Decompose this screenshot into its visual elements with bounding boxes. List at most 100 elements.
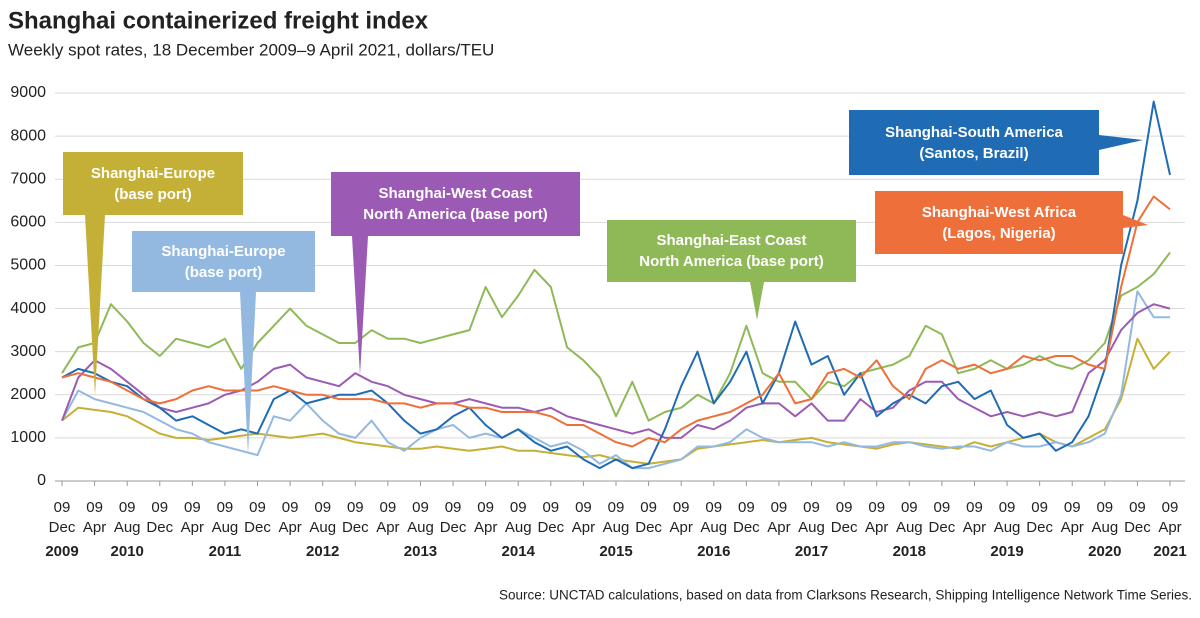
x-tick-day: 09: [282, 499, 299, 516]
x-year-label: 2014: [502, 543, 536, 560]
x-tick-label: Aug: [1091, 519, 1118, 536]
legend-callout: Shanghai-South America (Santos, Brazil): [849, 110, 1099, 175]
callout-pointer: [1099, 135, 1143, 150]
x-tick-label: Apr: [376, 519, 399, 536]
x-tick-day: 09: [1096, 499, 1113, 516]
x-tick-day: 09: [86, 499, 103, 516]
x-tick-label: Apr: [1061, 519, 1084, 536]
x-tick-label: Dec: [733, 519, 760, 536]
y-tick-label: 9000: [10, 84, 46, 101]
x-tick-label: Aug: [309, 519, 336, 536]
x-tick-day: 09: [1064, 499, 1081, 516]
x-tick-day: 09: [1162, 499, 1179, 516]
x-year-label: 2013: [404, 543, 437, 560]
x-tick-day: 09: [412, 499, 429, 516]
x-tick-day: 09: [249, 499, 266, 516]
x-tick-day: 09: [510, 499, 527, 516]
series-line: [61, 290, 1170, 470]
x-tick-label: Aug: [114, 519, 141, 536]
y-tick-label: 2000: [10, 386, 46, 403]
x-tick-day: 09: [477, 499, 494, 516]
legend-callout: Shanghai-East Coast North America (base …: [607, 220, 856, 282]
x-tick-day: 09: [184, 499, 201, 516]
x-tick-label: Dec: [1026, 519, 1053, 536]
x-tick-day: 09: [575, 499, 592, 516]
x-tick-label: Apr: [963, 519, 986, 536]
callout-pointer: [85, 215, 105, 395]
x-year-label: 2020: [1088, 543, 1121, 560]
x-tick-label: Apr: [1158, 519, 1181, 536]
y-tick-label: 3000: [10, 343, 46, 360]
legend-callout: Shanghai-West Africa (Lagos, Nigeria): [875, 191, 1123, 254]
y-tick-label: 7000: [10, 170, 46, 187]
x-tick-label: Apr: [181, 519, 204, 536]
x-tick-day: 09: [966, 499, 983, 516]
x-tick-day: 09: [901, 499, 918, 516]
legend-callout: Shanghai-Europe (base port): [132, 231, 315, 292]
callout-pointer: [240, 292, 256, 455]
x-year-label: 2015: [599, 543, 632, 560]
x-tick-day: 09: [771, 499, 788, 516]
x-tick-label: Aug: [407, 519, 434, 536]
x-year-label: 2021: [1153, 543, 1186, 560]
x-tick-label: Aug: [505, 519, 532, 536]
x-tick-label: Apr: [865, 519, 888, 536]
y-tick-label: 8000: [10, 127, 46, 144]
x-tick-day: 09: [1031, 499, 1048, 516]
legend-callout: Shanghai-Europe (base port): [63, 152, 243, 215]
x-year-label: 2009: [45, 543, 78, 560]
callout-pointer: [352, 236, 368, 375]
x-tick-day: 09: [380, 499, 397, 516]
x-year-label: 2016: [697, 543, 730, 560]
x-tick-label: Dec: [929, 519, 956, 536]
x-tick-label: Dec: [831, 519, 858, 536]
x-tick-label: Dec: [146, 519, 173, 536]
y-tick-label: 0: [37, 472, 46, 489]
x-tick-label: Dec: [537, 519, 564, 536]
x-tick-day: 09: [738, 499, 755, 516]
x-tick-label: Apr: [767, 519, 790, 536]
x-tick-label: Dec: [1124, 519, 1151, 536]
x-tick-label: Aug: [212, 519, 239, 536]
callout-pointer: [750, 282, 764, 320]
x-tick-day: 09: [314, 499, 331, 516]
x-tick-label: Aug: [603, 519, 630, 536]
x-tick-day: 09: [608, 499, 625, 516]
x-tick-label: Dec: [440, 519, 467, 536]
x-tick-day: 09: [119, 499, 136, 516]
x-tick-day: 09: [705, 499, 722, 516]
x-tick-day: 09: [999, 499, 1016, 516]
x-tick-label: Apr: [278, 519, 301, 536]
series-line: [61, 100, 1171, 470]
x-year-label: 2018: [893, 543, 926, 560]
x-tick-label: Apr: [83, 519, 106, 536]
x-tick-day: 09: [868, 499, 885, 516]
x-tick-label: Aug: [798, 519, 825, 536]
chart-subtitle: Weekly spot rates, 18 December 2009–9 Ap…: [8, 40, 494, 59]
x-tick-day: 09: [445, 499, 462, 516]
x-year-label: 2010: [110, 543, 143, 560]
x-tick-label: Dec: [244, 519, 271, 536]
x-tick-day: 09: [542, 499, 559, 516]
legend-callout: Shanghai-West Coast North America (base …: [331, 172, 580, 236]
x-tick-day: 09: [151, 499, 168, 516]
x-tick-day: 09: [347, 499, 364, 516]
x-tick-day: 09: [640, 499, 657, 516]
x-tick-day: 09: [934, 499, 951, 516]
x-tick-label: Dec: [342, 519, 369, 536]
x-tick-label: Aug: [896, 519, 923, 536]
x-tick-label: Apr: [474, 519, 497, 536]
x-year-label: 2012: [306, 543, 339, 560]
y-tick-label: 5000: [10, 257, 46, 274]
x-tick-label: Aug: [994, 519, 1021, 536]
x-tick-day: 09: [1129, 499, 1146, 516]
x-year-label: 2019: [990, 543, 1023, 560]
callout-pointer: [1123, 215, 1148, 228]
x-tick-day: 09: [673, 499, 690, 516]
x-tick-label: Dec: [635, 519, 662, 536]
x-tick-label: Aug: [700, 519, 727, 536]
source-note: Source: UNCTAD calculations, based on da…: [499, 588, 1192, 603]
x-tick-day: 09: [803, 499, 820, 516]
